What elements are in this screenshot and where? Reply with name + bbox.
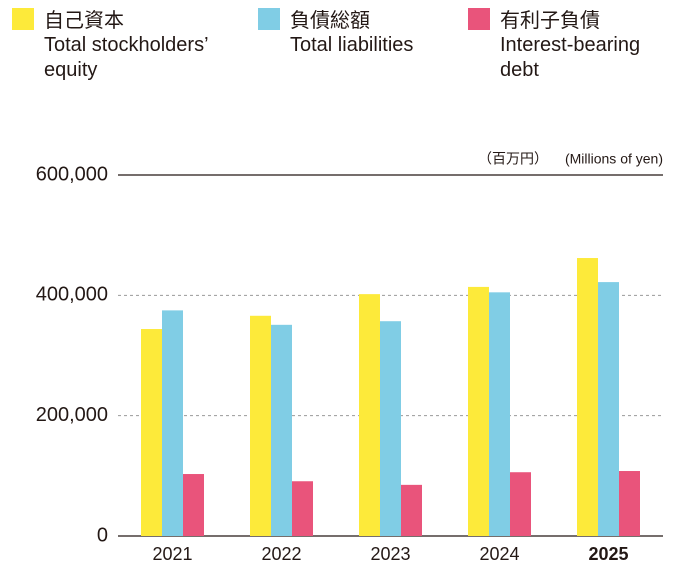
y-tick-label: 0 bbox=[97, 524, 108, 546]
legend-swatch bbox=[12, 8, 34, 30]
legend-label-en: Total liabilities bbox=[290, 34, 414, 56]
bar bbox=[250, 315, 271, 536]
bar bbox=[141, 329, 162, 536]
bar bbox=[401, 484, 422, 536]
bar bbox=[162, 310, 183, 536]
y-tick-label: 200,000 bbox=[36, 404, 108, 426]
bar bbox=[510, 472, 531, 536]
legend-label-ja: 自己資本 bbox=[44, 8, 124, 32]
legend-label-ja: 有利子負債 bbox=[500, 8, 600, 32]
bar bbox=[359, 294, 380, 536]
x-tick-label: 2023 bbox=[370, 544, 410, 564]
unit-label-ja: （百万円） bbox=[478, 151, 548, 167]
bar bbox=[183, 474, 204, 536]
legend-swatch bbox=[258, 8, 280, 30]
x-tick-label: 2024 bbox=[479, 544, 519, 564]
bar bbox=[577, 258, 598, 536]
bar bbox=[598, 282, 619, 536]
legend-item: 自己資本 Total stockholders’ equity bbox=[12, 8, 244, 83]
legend-label-ja: 負債総額 bbox=[290, 8, 370, 32]
legend-label-en: Total stockholders’ equity bbox=[44, 34, 208, 81]
legend-item: 有利子負債 Interest-bearing debt bbox=[468, 8, 670, 83]
bar bbox=[292, 481, 313, 536]
bar bbox=[380, 321, 401, 536]
unit-label-en: (Millions of yen) bbox=[565, 151, 663, 167]
y-tick-label: 400,000 bbox=[36, 284, 108, 306]
bar bbox=[489, 292, 510, 536]
bar bbox=[271, 324, 292, 536]
bar bbox=[468, 286, 489, 536]
x-tick-label: 2025 bbox=[588, 544, 628, 564]
y-tick-label: 600,000 bbox=[36, 163, 108, 185]
legend-label-en: Interest-bearing debt bbox=[500, 34, 641, 81]
bar bbox=[619, 471, 640, 536]
legend-swatch bbox=[468, 8, 490, 30]
x-tick-label: 2022 bbox=[261, 544, 301, 564]
x-tick-label: 2021 bbox=[152, 544, 192, 564]
legend-item: 負債総額 Total liabilities bbox=[258, 8, 460, 58]
